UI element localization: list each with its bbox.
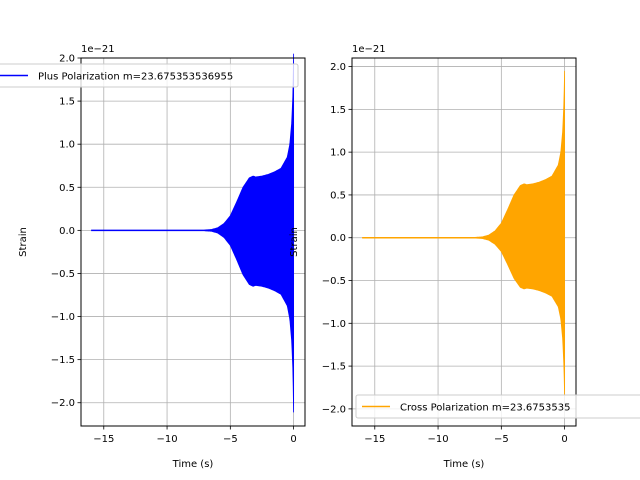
y-tick-label: −1.5 bbox=[51, 355, 75, 366]
y-tick-label: 1.5 bbox=[330, 105, 346, 116]
y-tick-label: −0.5 bbox=[51, 269, 75, 280]
y-tick-label: −2.0 bbox=[51, 398, 75, 409]
plot-area bbox=[91, 53, 295, 413]
axes-frame bbox=[80, 57, 306, 427]
legend-label: Cross Polarization m=23.6753535 bbox=[400, 403, 570, 414]
legend-box bbox=[355, 394, 640, 419]
legend-label: Plus Polarization m=23.675353536955 bbox=[38, 72, 233, 83]
y-tick-label: 1.0 bbox=[330, 148, 346, 159]
series-envelope bbox=[204, 53, 295, 413]
y-tick-label: −1.5 bbox=[322, 362, 346, 373]
legend: Cross Polarization m=23.6753535 bbox=[355, 394, 640, 419]
x-ticks: −15 −10 −5 0 bbox=[364, 426, 568, 445]
y-tick-label: 0.5 bbox=[59, 183, 75, 194]
plus-polarization-chart: −15 −10 −5 0 −2.0 −1.5 −1.0 −0.5 0.0 0.5 1.0 1.5 2.… bbox=[0, 44, 306, 470]
x-tick-label: −15 bbox=[364, 434, 385, 445]
y-tick-label: 0.0 bbox=[330, 233, 346, 244]
legend: Plus Polarization m=23.675353536955 bbox=[0, 63, 299, 88]
axes-frame bbox=[351, 57, 577, 427]
x-tick-label: −5 bbox=[223, 434, 238, 445]
offset-label: 1e−21 bbox=[352, 44, 386, 55]
x-tick-label: 0 bbox=[561, 434, 567, 445]
offset-label: 1e−21 bbox=[81, 44, 115, 55]
x-tick-label: −5 bbox=[494, 434, 509, 445]
x-tick-label: −15 bbox=[93, 434, 114, 445]
x-axis-label: Time (s) bbox=[172, 459, 214, 470]
y-tick-label: 1.0 bbox=[59, 140, 75, 151]
x-axis-label: Time (s) bbox=[443, 459, 485, 470]
y-tick-label: 2.0 bbox=[330, 62, 346, 73]
y-tick-label: −1.0 bbox=[322, 319, 346, 330]
y-tick-label: 0.5 bbox=[330, 190, 346, 201]
x-tick-label: −10 bbox=[428, 434, 449, 445]
y-ticks: −2.0 −1.5 −1.0 −0.5 0.0 0.5 1.0 1.5 2.0 bbox=[322, 62, 352, 415]
y-ticks: −2.0 −1.5 −1.0 −0.5 0.0 0.5 1.0 1.5 2.0 bbox=[51, 54, 81, 409]
y-axis-label: Strain bbox=[289, 227, 300, 257]
y-tick-label: 1.5 bbox=[59, 97, 75, 108]
y-axis-label: Strain bbox=[18, 227, 29, 257]
legend-box bbox=[0, 63, 299, 88]
y-tick-label: −2.0 bbox=[322, 404, 346, 415]
x-ticks: −15 −10 −5 0 bbox=[93, 426, 297, 445]
y-tick-label: −1.0 bbox=[51, 312, 75, 323]
cross-polarization-chart: −15 −10 −5 0 −2.0 −1.5 −1.0 −0.5 0.0 0.5 1.0 1.5 2.… bbox=[289, 44, 640, 470]
y-tick-label: 0.0 bbox=[59, 226, 75, 237]
x-tick-label: −10 bbox=[157, 434, 178, 445]
y-tick-label: 2.0 bbox=[59, 54, 75, 65]
x-tick-label: 0 bbox=[290, 434, 296, 445]
y-tick-label: −0.5 bbox=[322, 276, 346, 287]
